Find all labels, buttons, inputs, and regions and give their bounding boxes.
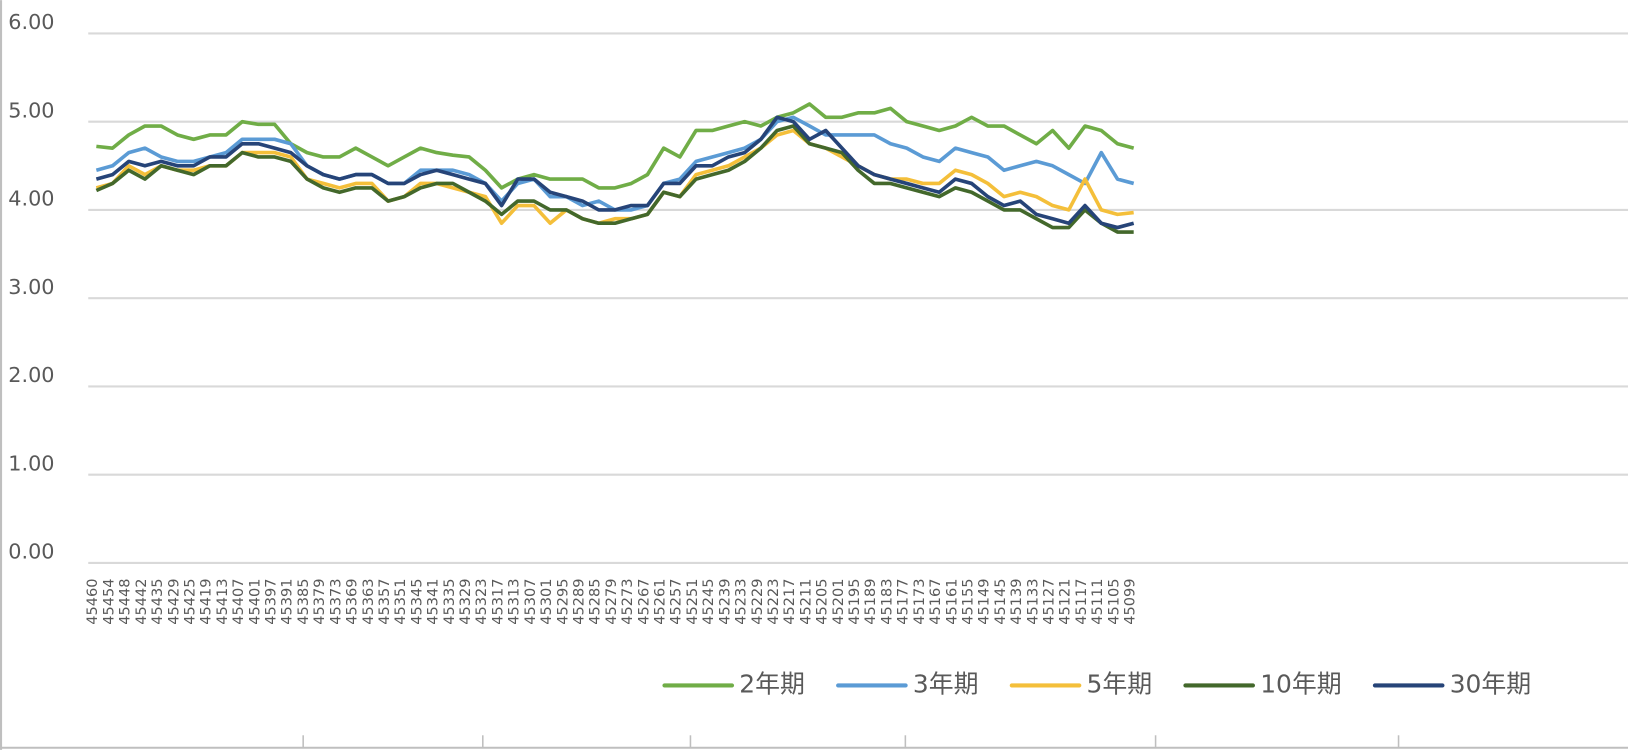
x-tick-label: 45429 [166, 579, 182, 625]
x-tick-label: 45313 [507, 579, 523, 625]
x-tick-label: 45145 [993, 579, 1009, 625]
x-tick-label: 45105 [1106, 579, 1122, 625]
x-tick-label: 45341 [426, 579, 442, 625]
legend-item: 2年期 [662, 669, 805, 698]
legend-label: 5年期 [1087, 669, 1153, 698]
x-tick-label: 45099 [1123, 579, 1139, 625]
x-tick-label: 45335 [442, 579, 458, 625]
x-tick-label: 45442 [134, 579, 150, 625]
x-tick-label: 45239 [717, 579, 733, 625]
legend-item: 3年期 [836, 669, 979, 698]
y-tick-label: 0.00 [8, 540, 54, 564]
x-tick-label: 45301 [539, 579, 555, 625]
x-tick-label: 45373 [328, 579, 344, 625]
x-tick-label: 45217 [782, 579, 798, 625]
outer-ticks [302, 735, 1400, 748]
x-tick-label: 45245 [701, 579, 717, 625]
series-line [96, 102, 1135, 190]
x-tick-label: 45155 [960, 579, 976, 625]
series-line [95, 124, 1134, 234]
series-line [95, 128, 1134, 226]
x-tick-label: 45201 [831, 579, 847, 625]
x-tick-label: 45435 [150, 579, 166, 625]
x-tick-label: 45363 [361, 579, 377, 625]
x-tick-label: 45229 [750, 579, 766, 625]
x-tick-label: 45133 [1025, 579, 1041, 625]
x-tick-label: 45307 [523, 579, 539, 625]
x-tick-label: 45149 [977, 579, 993, 625]
x-tick-label: 45121 [1058, 579, 1074, 625]
x-tick-label: 45279 [604, 579, 620, 625]
x-tick-label: 45211 [798, 579, 814, 625]
x-tick-label: 45419 [199, 579, 215, 625]
x-tick-label: 45460 [85, 579, 101, 625]
legend-item: 30年期 [1372, 669, 1532, 698]
x-tick-label: 45454 [101, 579, 117, 625]
x-tick-label: 45345 [409, 579, 425, 625]
x-tick-label: 45257 [669, 579, 685, 625]
y-tick-label: 3.00 [8, 275, 54, 299]
x-tick-label: 45285 [588, 579, 604, 625]
y-tick-label: 2.00 [8, 363, 54, 387]
y-tick-label: 6.00 [8, 10, 54, 34]
x-tick-label: 45177 [896, 579, 912, 625]
y-tick-label: 1.00 [8, 451, 54, 475]
x-tick-label: 45167 [928, 579, 944, 625]
legend-item: 5年期 [1009, 669, 1153, 698]
legend-label: 30年期 [1450, 669, 1532, 698]
x-tick-label: 45205 [815, 579, 831, 625]
x-tick-label: 45261 [653, 579, 669, 625]
x-tick-label: 45448 [118, 579, 134, 625]
x-tick-label: 45289 [571, 579, 587, 625]
x-tick-label: 45401 [247, 579, 263, 625]
x-tick-label: 45295 [555, 579, 571, 625]
x-tick-label: 45127 [1042, 579, 1058, 625]
x-tick-label: 45323 [474, 579, 490, 625]
x-tick-label: 45233 [734, 579, 750, 625]
x-tick-label: 45173 [912, 579, 928, 625]
legend-label: 3年期 [913, 669, 979, 698]
x-tick-label: 45329 [458, 579, 474, 625]
x-tick-label: 45183 [879, 579, 895, 625]
x-tick-label: 45413 [215, 579, 231, 625]
x-tick-label: 45189 [863, 579, 879, 625]
x-tick-label: 45161 [944, 579, 960, 625]
y-tick-label: 5.00 [8, 98, 54, 122]
x-tick-label: 45223 [766, 579, 782, 625]
x-tick-label: 45195 [847, 579, 863, 625]
x-tick-label: 45251 [685, 579, 701, 625]
x-tick-label: 45111 [1090, 579, 1106, 625]
series-line [95, 115, 1135, 230]
x-tick-label: 45317 [490, 579, 506, 625]
x-tick-label: 45379 [312, 579, 328, 625]
x-tick-label: 45369 [345, 579, 361, 625]
x-tick-label: 45139 [1009, 579, 1025, 625]
x-tick-label: 45351 [393, 579, 409, 625]
x-tick-label: 45267 [636, 579, 652, 625]
y-tick-label: 4.00 [8, 187, 54, 211]
legend-label: 2年期 [739, 669, 805, 698]
x-tick-label: 45357 [377, 579, 393, 625]
x-tick-label: 45385 [296, 579, 312, 625]
x-tick-label: 45117 [1074, 579, 1090, 625]
x-tick-label: 45407 [231, 579, 247, 625]
x-tick-label: 45273 [620, 579, 636, 625]
legend-label: 10年期 [1260, 669, 1342, 698]
legend-item: 10年期 [1183, 669, 1342, 698]
x-tick-label: 45425 [182, 579, 198, 625]
x-tick-label: 45397 [264, 579, 280, 625]
x-tick-label: 45391 [280, 579, 296, 625]
